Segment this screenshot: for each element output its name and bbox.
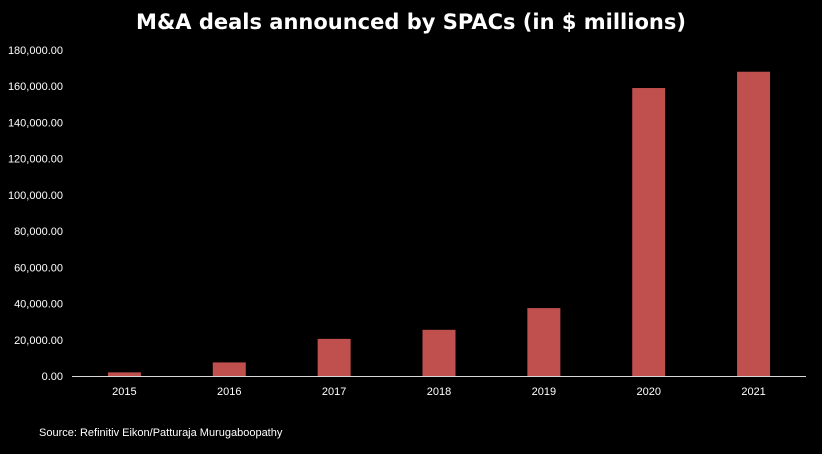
bar-2016[interactable] bbox=[212, 362, 246, 376]
y-tick-label: 20,000.00 bbox=[14, 335, 63, 347]
x-tick-label: 2017 bbox=[322, 386, 346, 398]
bar-2019[interactable] bbox=[527, 308, 561, 376]
x-tick-label: 2019 bbox=[532, 386, 556, 398]
y-tick-label: 60,000.00 bbox=[14, 262, 63, 274]
y-tick-label: 160,000.00 bbox=[8, 81, 63, 93]
y-tick-label: 0.00 bbox=[42, 371, 63, 383]
bar-2020[interactable] bbox=[632, 88, 666, 377]
y-tick-label: 140,000.00 bbox=[8, 117, 63, 129]
bar-2018[interactable] bbox=[422, 329, 456, 376]
x-tick-label: 2015 bbox=[112, 386, 136, 398]
x-tick-label: 2018 bbox=[427, 386, 451, 398]
bar-2015[interactable] bbox=[107, 372, 141, 376]
y-tick-label: 120,000.00 bbox=[8, 154, 63, 166]
x-tick-label: 2020 bbox=[636, 386, 660, 398]
y-tick-label: 80,000.00 bbox=[14, 226, 63, 238]
source-note: Source: Refinitiv Eikon/Patturaja Muruga… bbox=[39, 427, 283, 439]
y-tick-label: 180,000.00 bbox=[8, 45, 63, 57]
x-tick-label: 2021 bbox=[741, 386, 765, 398]
x-tick-label: 2016 bbox=[217, 386, 241, 398]
y-tick-label: 40,000.00 bbox=[14, 299, 63, 311]
y-tick-label: 100,000.00 bbox=[8, 190, 63, 202]
bar-2017[interactable] bbox=[317, 338, 351, 376]
chart-title: M&A deals announced by SPACs (in $ milli… bbox=[136, 10, 686, 34]
bar-2021[interactable] bbox=[737, 71, 771, 376]
